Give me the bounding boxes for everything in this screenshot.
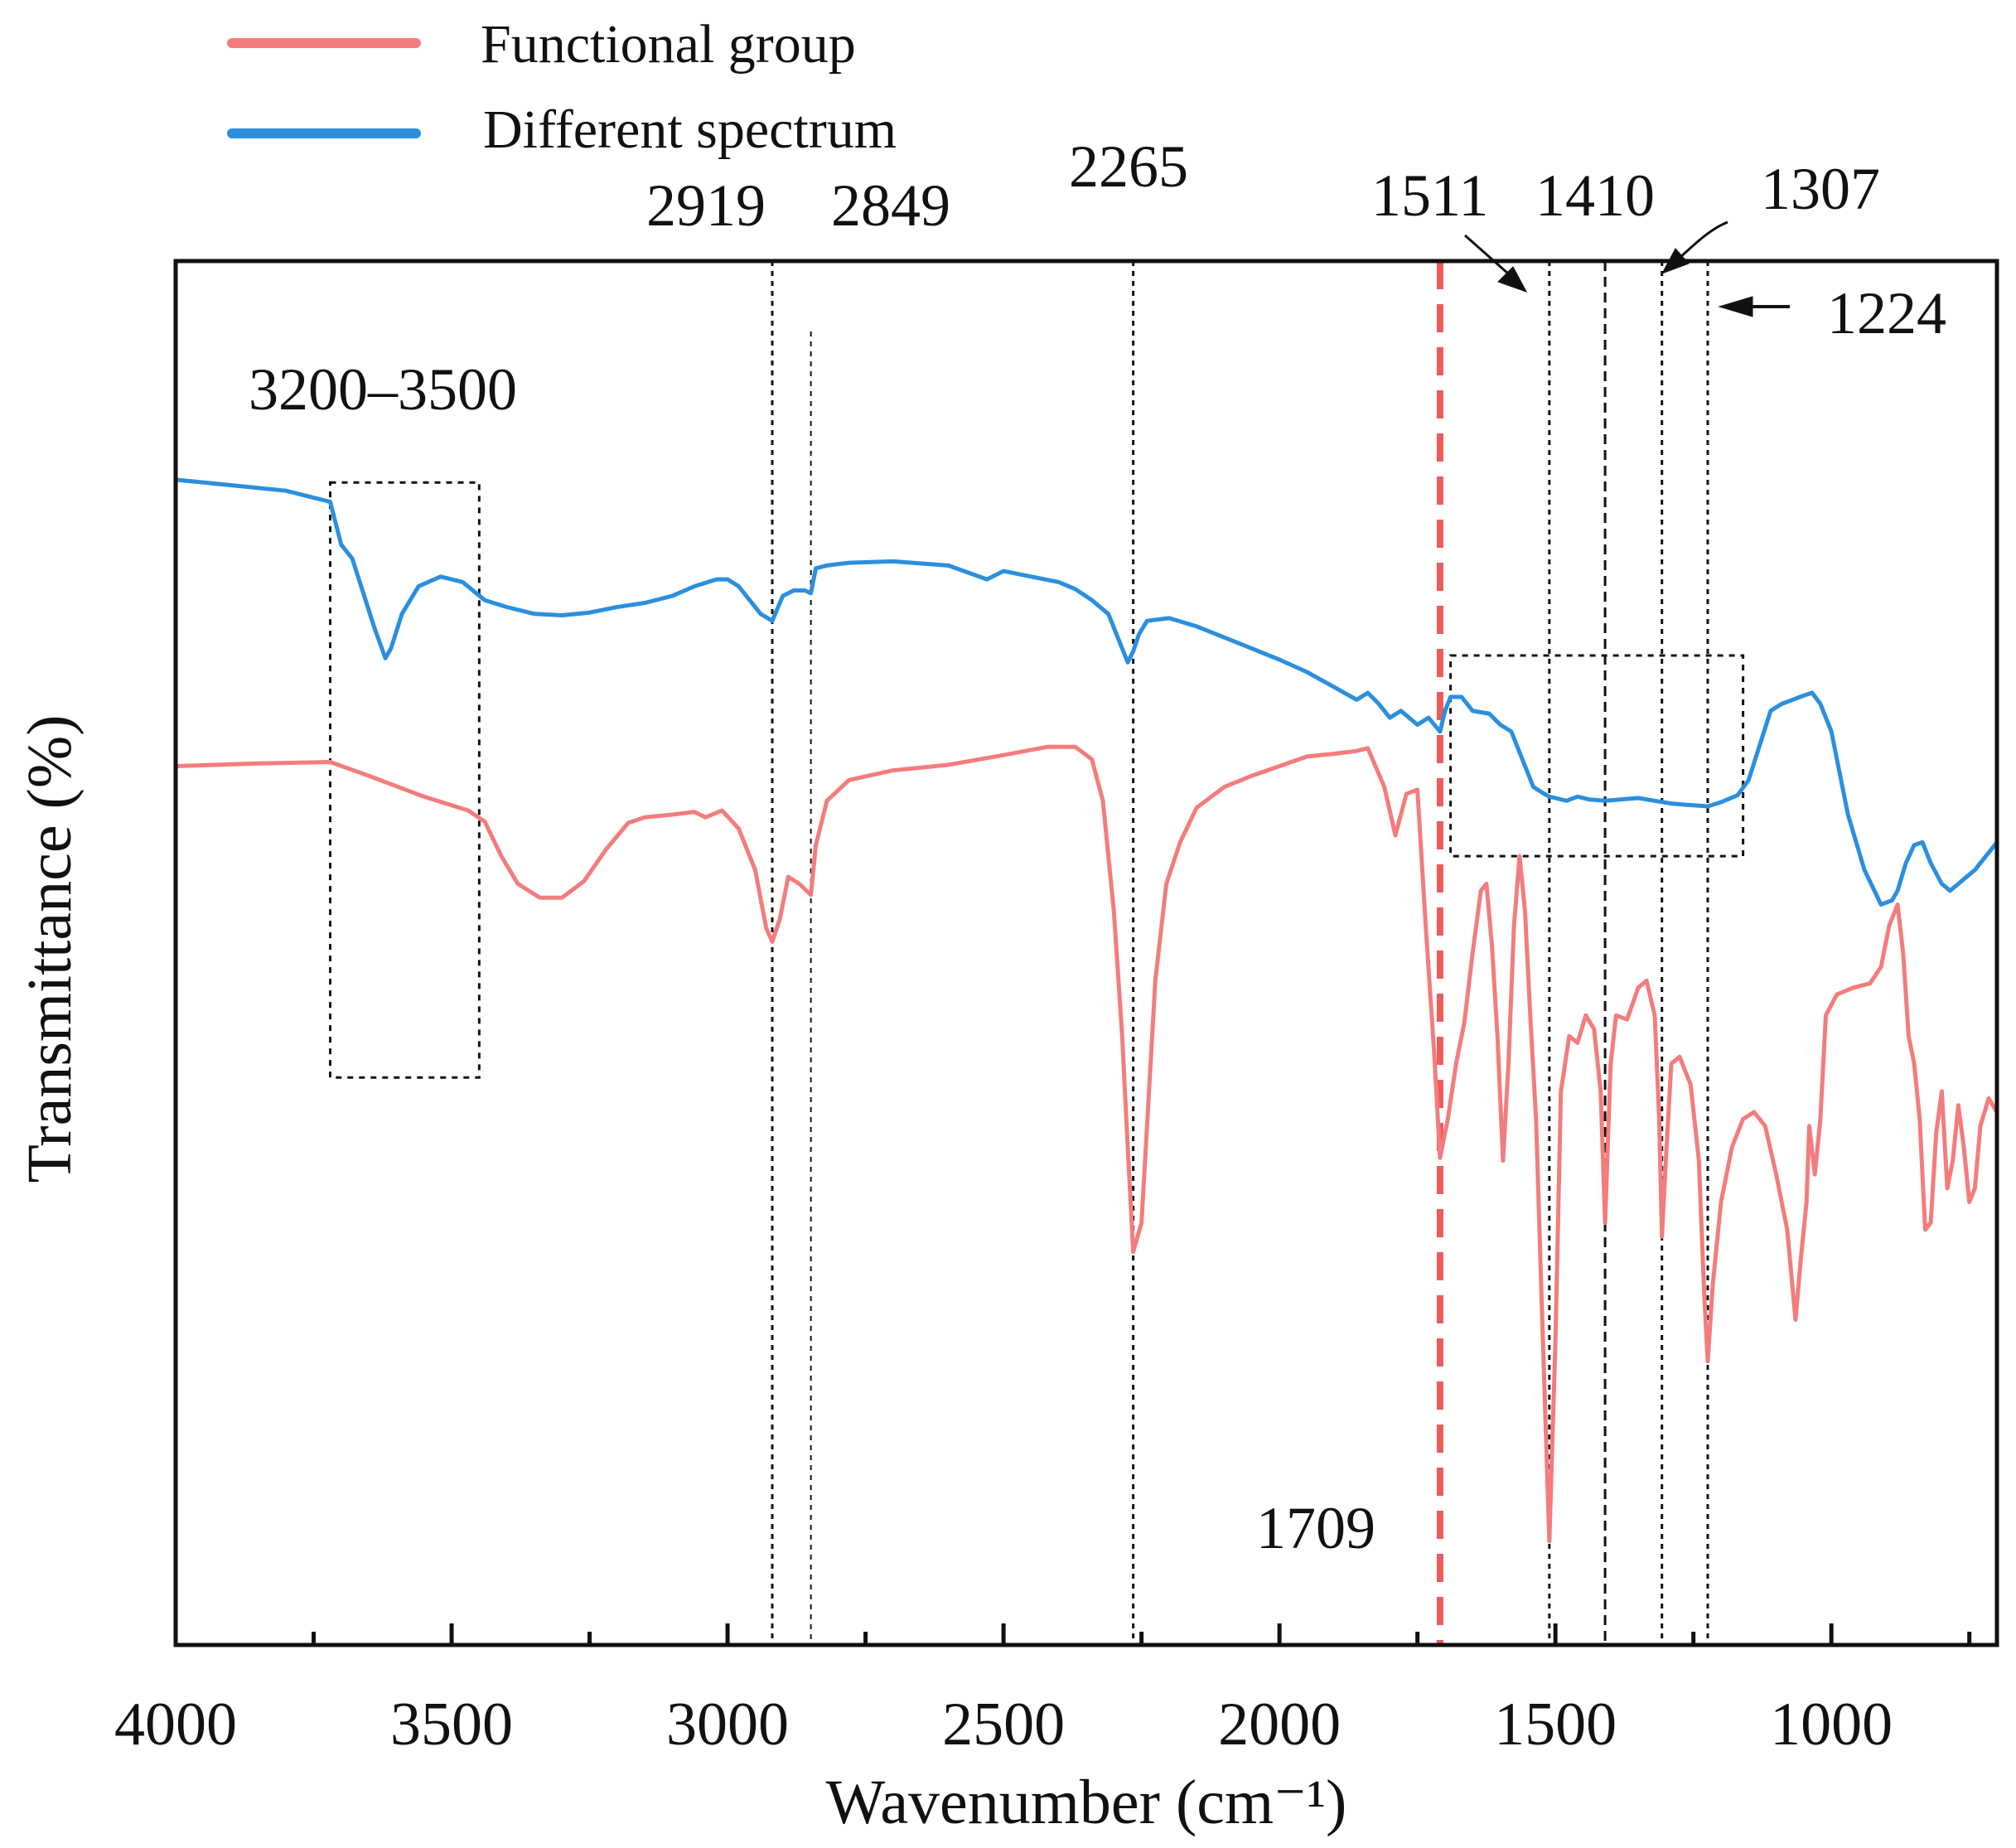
peak-label-1410: 1410 bbox=[1535, 162, 1655, 229]
legend: Functional group Different spectrum bbox=[227, 14, 897, 160]
x-tick-label-4000: 4000 bbox=[114, 1691, 237, 1759]
x-tick-label-1500: 1500 bbox=[1494, 1691, 1617, 1759]
peak-label-1224: 1224 bbox=[1827, 280, 1946, 346]
x-tick-label-2500: 2500 bbox=[942, 1691, 1065, 1759]
peak-lines bbox=[771, 261, 1709, 1645]
x-axis-ticks: 4000 3500 3000 2500 2000 1500 1000 bbox=[114, 1623, 1972, 1759]
legend-label-different-spectrum: Different spectrum bbox=[483, 99, 897, 160]
x-tick-label-1000: 1000 bbox=[1770, 1691, 1893, 1759]
plot-frame bbox=[173, 259, 1999, 1647]
series-line-functional-group bbox=[173, 744, 1999, 1544]
peak-label-2265: 2265 bbox=[1069, 133, 1188, 200]
x-tick-label-3500: 3500 bbox=[390, 1691, 513, 1759]
series bbox=[173, 477, 1999, 1544]
x-tick-label-2000: 2000 bbox=[1218, 1691, 1341, 1759]
region-boxes bbox=[328, 481, 1745, 1079]
region-label-3200-3500: 3200–3500 bbox=[249, 356, 517, 423]
peak-label-1511: 1511 bbox=[1371, 162, 1488, 229]
peak-label-1709: 1709 bbox=[1256, 1495, 1375, 1561]
x-tick-label-3000: 3000 bbox=[666, 1691, 789, 1759]
x-axis-title: Wavenumber (cm⁻¹) bbox=[826, 1768, 1347, 1837]
series-line-different-spectrum bbox=[173, 477, 1999, 907]
peak-label-1307: 1307 bbox=[1761, 156, 1880, 222]
peak-labels: 2919 2849 2265 1709 1511 1410 1307 1224 bbox=[646, 133, 1946, 1561]
arrow-1224-head bbox=[1718, 296, 1753, 317]
arrow-1511-head bbox=[1497, 266, 1528, 293]
region-box-2 bbox=[1449, 654, 1745, 858]
peak-arrows bbox=[1464, 220, 1790, 317]
y-axis-title: Transmittance (%) bbox=[15, 715, 85, 1183]
peak-label-2919: 2919 bbox=[646, 172, 766, 239]
peak-label-2849: 2849 bbox=[831, 172, 950, 239]
region-box-1 bbox=[328, 481, 481, 1079]
legend-label-functional-group: Functional group bbox=[481, 14, 856, 75]
